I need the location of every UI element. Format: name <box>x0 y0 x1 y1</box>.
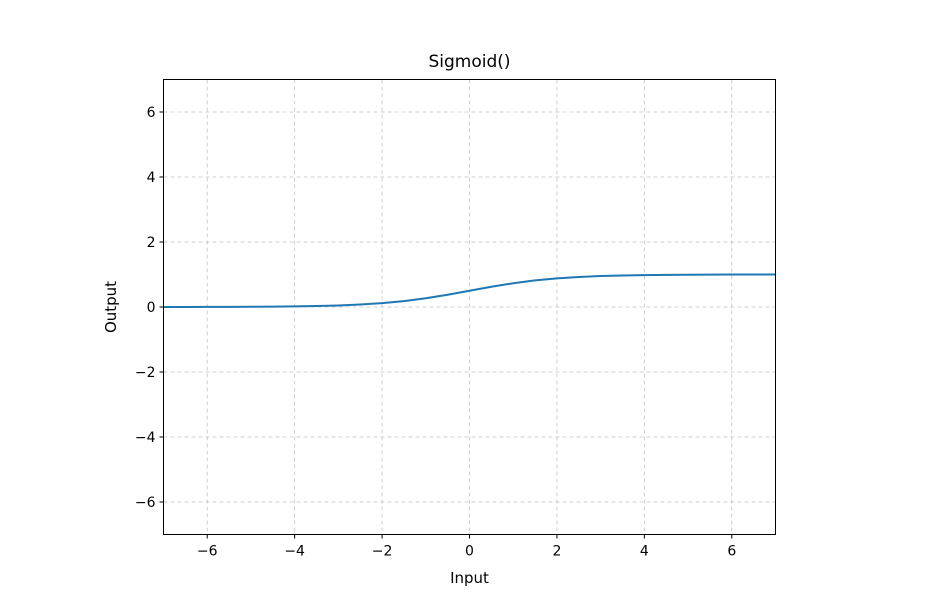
x-tick-label: −4 <box>284 544 305 560</box>
plot-frame <box>163 79 776 535</box>
x-tick-label: 2 <box>552 544 561 560</box>
x-tick-label: 0 <box>465 544 474 560</box>
x-tick-label: −2 <box>372 544 393 560</box>
y-tick-label: 0 <box>147 300 156 316</box>
axis-ticks: −6 −4 −2 0 2 4 6 −6 −4 −2 0 2 4 6 <box>135 105 736 560</box>
y-tick-label: −6 <box>135 495 156 511</box>
sigmoid-line <box>163 273 776 308</box>
x-axis-label: Input <box>450 569 489 587</box>
x-tick-label: 4 <box>640 544 649 560</box>
y-tick-label: −4 <box>135 430 156 446</box>
y-tick-label: 6 <box>147 105 156 121</box>
y-axis-label: Output <box>102 281 120 333</box>
y-tick-label: 4 <box>147 170 156 186</box>
x-tick-label: −6 <box>197 544 218 560</box>
y-tick-label: 2 <box>147 235 156 251</box>
chart-title: Sigmoid() <box>428 52 510 72</box>
x-tick-label: 6 <box>727 544 736 560</box>
y-tick-label: −2 <box>135 365 156 381</box>
